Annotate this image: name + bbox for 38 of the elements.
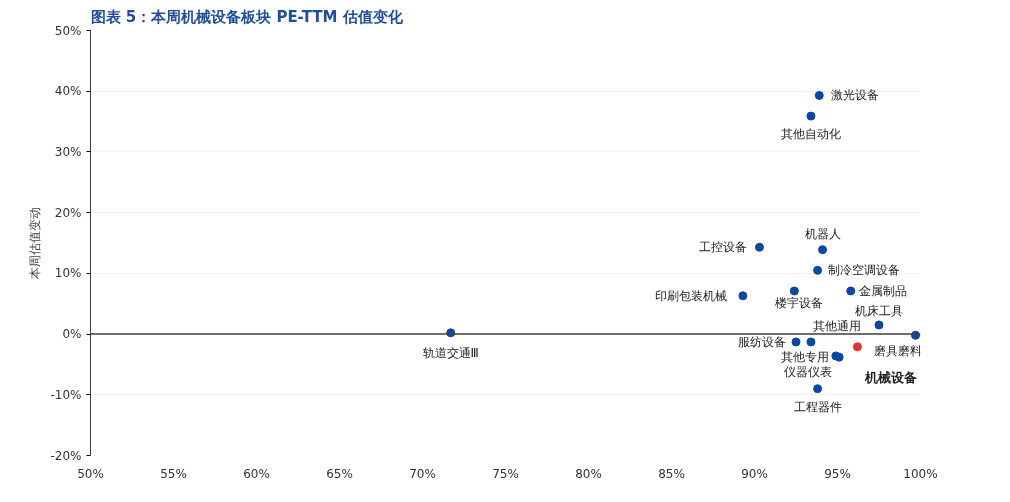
y-tick-label: 10% — [54, 266, 82, 281]
x-tick-label: 70% — [409, 466, 436, 481]
x-tick-label: 55% — [160, 466, 187, 481]
series-label: 机器人 — [804, 226, 841, 241]
x-tick-label: 95% — [824, 466, 851, 481]
series-label: 金属制品 — [858, 283, 907, 298]
y-tick-label: 50% — [54, 23, 82, 38]
y-tick-label: 30% — [54, 144, 82, 159]
series-label: 制冷空调设备 — [827, 263, 900, 278]
x-tick-label: 75% — [492, 466, 519, 481]
x-tick-label: 65% — [326, 466, 353, 481]
y-tick-label: -20% — [50, 448, 82, 463]
x-tick-label: 100% — [903, 466, 938, 481]
series-label: 磨具磨料 — [873, 344, 922, 359]
series-label: 楼宇设备 — [775, 295, 824, 310]
series-label: 轨道交通Ⅲ — [422, 345, 479, 360]
series-label: 机床工具 — [855, 303, 903, 318]
x-tick-label: 90% — [741, 466, 768, 481]
series-label: 其他通用 — [812, 318, 861, 333]
y-tick-label: 40% — [54, 84, 82, 99]
series-label: 其他专用 — [781, 350, 830, 365]
x-tick-label: 60% — [243, 466, 270, 481]
series-label: 工控设备 — [699, 240, 748, 255]
series-label: 机械设备 — [864, 370, 918, 386]
x-tick-label: 80% — [575, 466, 602, 481]
series-label: 印刷包装机械 — [654, 288, 727, 303]
y-tick-label: -10% — [50, 387, 82, 402]
series-label: 工程器件 — [793, 399, 842, 414]
series-label: 服纺设备 — [738, 334, 786, 349]
series-label: 仪器仪表 — [783, 364, 832, 379]
y-axis-title: 本周估值变动 — [28, 207, 43, 279]
series-label: 其他自动化 — [780, 127, 841, 142]
chart-title: 图表 5：本周机械设备板块 PE-TTM 估值变化 — [90, 7, 404, 26]
x-tick-label: 50% — [77, 466, 104, 481]
y-tick-label: 20% — [54, 205, 82, 220]
series-label: 激光设备 — [831, 88, 880, 103]
x-tick-label: 85% — [658, 466, 685, 481]
y-tick-label: 0% — [62, 327, 82, 342]
